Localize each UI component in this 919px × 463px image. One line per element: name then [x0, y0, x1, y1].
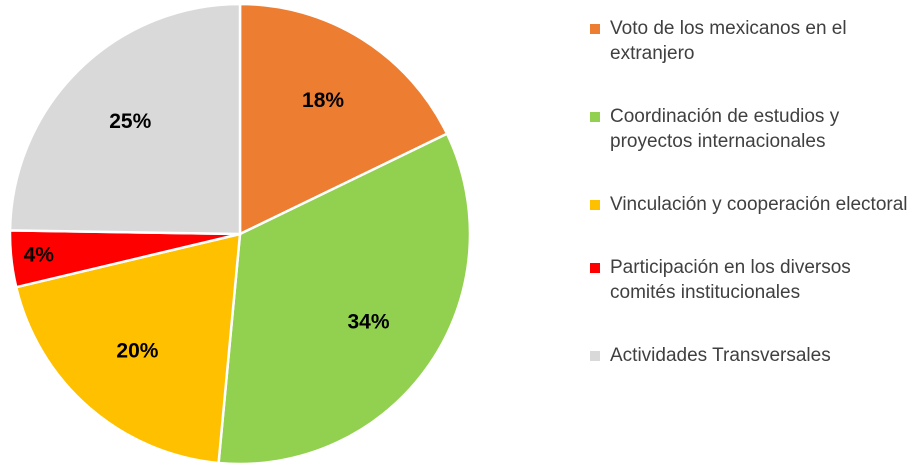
- data-label: 20%: [116, 340, 158, 363]
- legend-item: Vinculación y cooperación electoral: [590, 192, 915, 217]
- legend-swatch: [590, 351, 600, 361]
- legend-item: Actividades Transversales: [590, 343, 915, 368]
- legend-swatch: [590, 24, 600, 34]
- data-label: 25%: [109, 110, 151, 133]
- pie-slice: [217, 132, 472, 463]
- legend-item: Voto de los mexicanos en el extranjero: [590, 16, 915, 66]
- legend-item: Coordinación de estudios y proyectos int…: [590, 104, 915, 154]
- legend-label: Participación en los diversos comités in…: [610, 257, 851, 303]
- pie-slice: [8, 2, 242, 236]
- pie-area: 18% 34% 20% 4% 25%: [8, 2, 472, 463]
- legend-swatch: [590, 263, 600, 273]
- pie-slice: [14, 232, 242, 463]
- legend-label: Vinculación y cooperación electoral: [610, 194, 908, 215]
- legend-label: Actividades Transversales: [610, 345, 831, 366]
- legend-label: Coordinación de estudios y proyectos int…: [610, 106, 840, 152]
- legend-label: Voto de los mexicanos en el extranjero: [610, 18, 847, 64]
- data-label: 34%: [347, 311, 389, 334]
- data-label: 18%: [302, 89, 344, 112]
- legend: Voto de los mexicanos en el extranjero Co…: [590, 16, 915, 406]
- legend-swatch: [590, 200, 600, 210]
- pie-slice: [238, 2, 449, 236]
- legend-item: Participación en los diversos comités in…: [590, 255, 915, 305]
- data-label: 4%: [24, 244, 55, 267]
- legend-swatch: [590, 112, 600, 122]
